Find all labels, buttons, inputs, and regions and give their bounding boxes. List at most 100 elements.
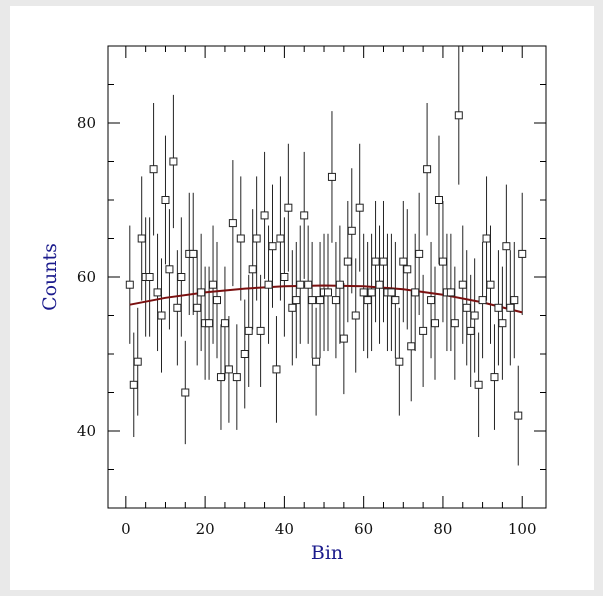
data-point [205,319,214,328]
data-point [407,342,416,351]
data-point [339,334,348,343]
data-point [177,273,186,281]
data-point [197,288,206,297]
data-point [272,365,281,374]
data-point [502,242,511,251]
data-point [490,373,499,382]
data-point [359,288,368,297]
data-point [458,280,467,289]
data-point [343,257,352,266]
data-point [446,288,455,297]
data-point [482,234,491,243]
data-point [514,411,523,420]
data-point [216,373,225,382]
data-point [173,303,182,312]
chart-frame: 0 20 40 60 80 100 40 60 80 Bin Counts [10,6,594,590]
data-point [415,249,424,258]
data-point [423,165,432,174]
data-point [434,196,443,204]
data-point [510,296,519,305]
x-tick-label: 0 [121,520,131,538]
y-tick-label: 40 [77,422,96,440]
x-axis-title: Bin [311,542,343,564]
data-point [367,288,376,297]
y-axis-title: Counts [39,243,61,311]
data-point [280,273,289,281]
data-point [125,280,134,289]
data-point [351,311,360,320]
data-point [165,265,174,274]
data-point [462,303,471,312]
data-point [375,280,384,289]
data-point [161,196,170,204]
data-point [232,373,241,382]
data-point [292,296,301,305]
data-point [256,326,265,335]
data-point [260,211,269,220]
data-point [304,280,313,289]
x-tick-label: 100 [508,520,537,538]
data-point [363,296,372,305]
data-point [427,296,436,305]
data-point [244,326,253,335]
data-point [387,288,396,297]
data-point [288,303,297,312]
data-point [169,157,178,166]
data-point [145,273,154,281]
data-point [308,296,317,305]
counts-vs-bin-chart: 0 20 40 60 80 100 40 60 80 Bin Counts [39,45,547,564]
data-point [335,280,344,289]
data-point [181,388,190,397]
data-point [193,303,202,312]
data-point [474,380,483,389]
data-point [276,234,285,243]
data-point [466,326,475,335]
data-point [133,357,142,366]
data-point [312,357,321,366]
data-point [411,288,420,297]
data-points [125,111,527,420]
data-point [129,380,138,389]
data-point [157,311,166,320]
data-point [228,219,237,228]
data-point [323,288,332,297]
x-tick-label: 20 [196,520,215,538]
data-point [296,280,305,289]
data-point [213,296,222,305]
data-point [478,296,487,305]
data-point [268,242,277,251]
x-tick-label: 80 [433,520,452,538]
data-point [264,280,273,289]
data-point [327,172,336,181]
axis-ticks: 0 20 40 60 80 100 40 60 80 [77,46,546,538]
data-point [209,280,218,289]
data-point [431,319,440,328]
y-tick-label: 60 [77,268,96,286]
y-tick-label: 80 [77,114,96,132]
x-tick-label: 60 [354,520,373,538]
data-point [236,234,245,243]
data-point [284,203,293,212]
data-point [240,350,249,358]
data-point [347,226,356,235]
data-point [494,303,503,312]
data-point [403,265,412,274]
data-point [454,111,463,120]
fit-curve-group [129,284,523,314]
data-point [331,296,340,305]
data-point [498,319,507,328]
data-point [355,203,364,212]
data-point [506,303,515,312]
data-point [371,257,380,266]
data-point [137,234,146,243]
data-point [189,249,198,258]
data-point [395,357,404,366]
data-point [518,249,527,258]
data-point [486,280,495,289]
x-tick-label: 40 [275,520,294,538]
data-point [379,257,388,266]
data-point [224,365,233,374]
data-point [316,296,325,305]
data-point [300,211,309,220]
data-point [252,234,261,243]
